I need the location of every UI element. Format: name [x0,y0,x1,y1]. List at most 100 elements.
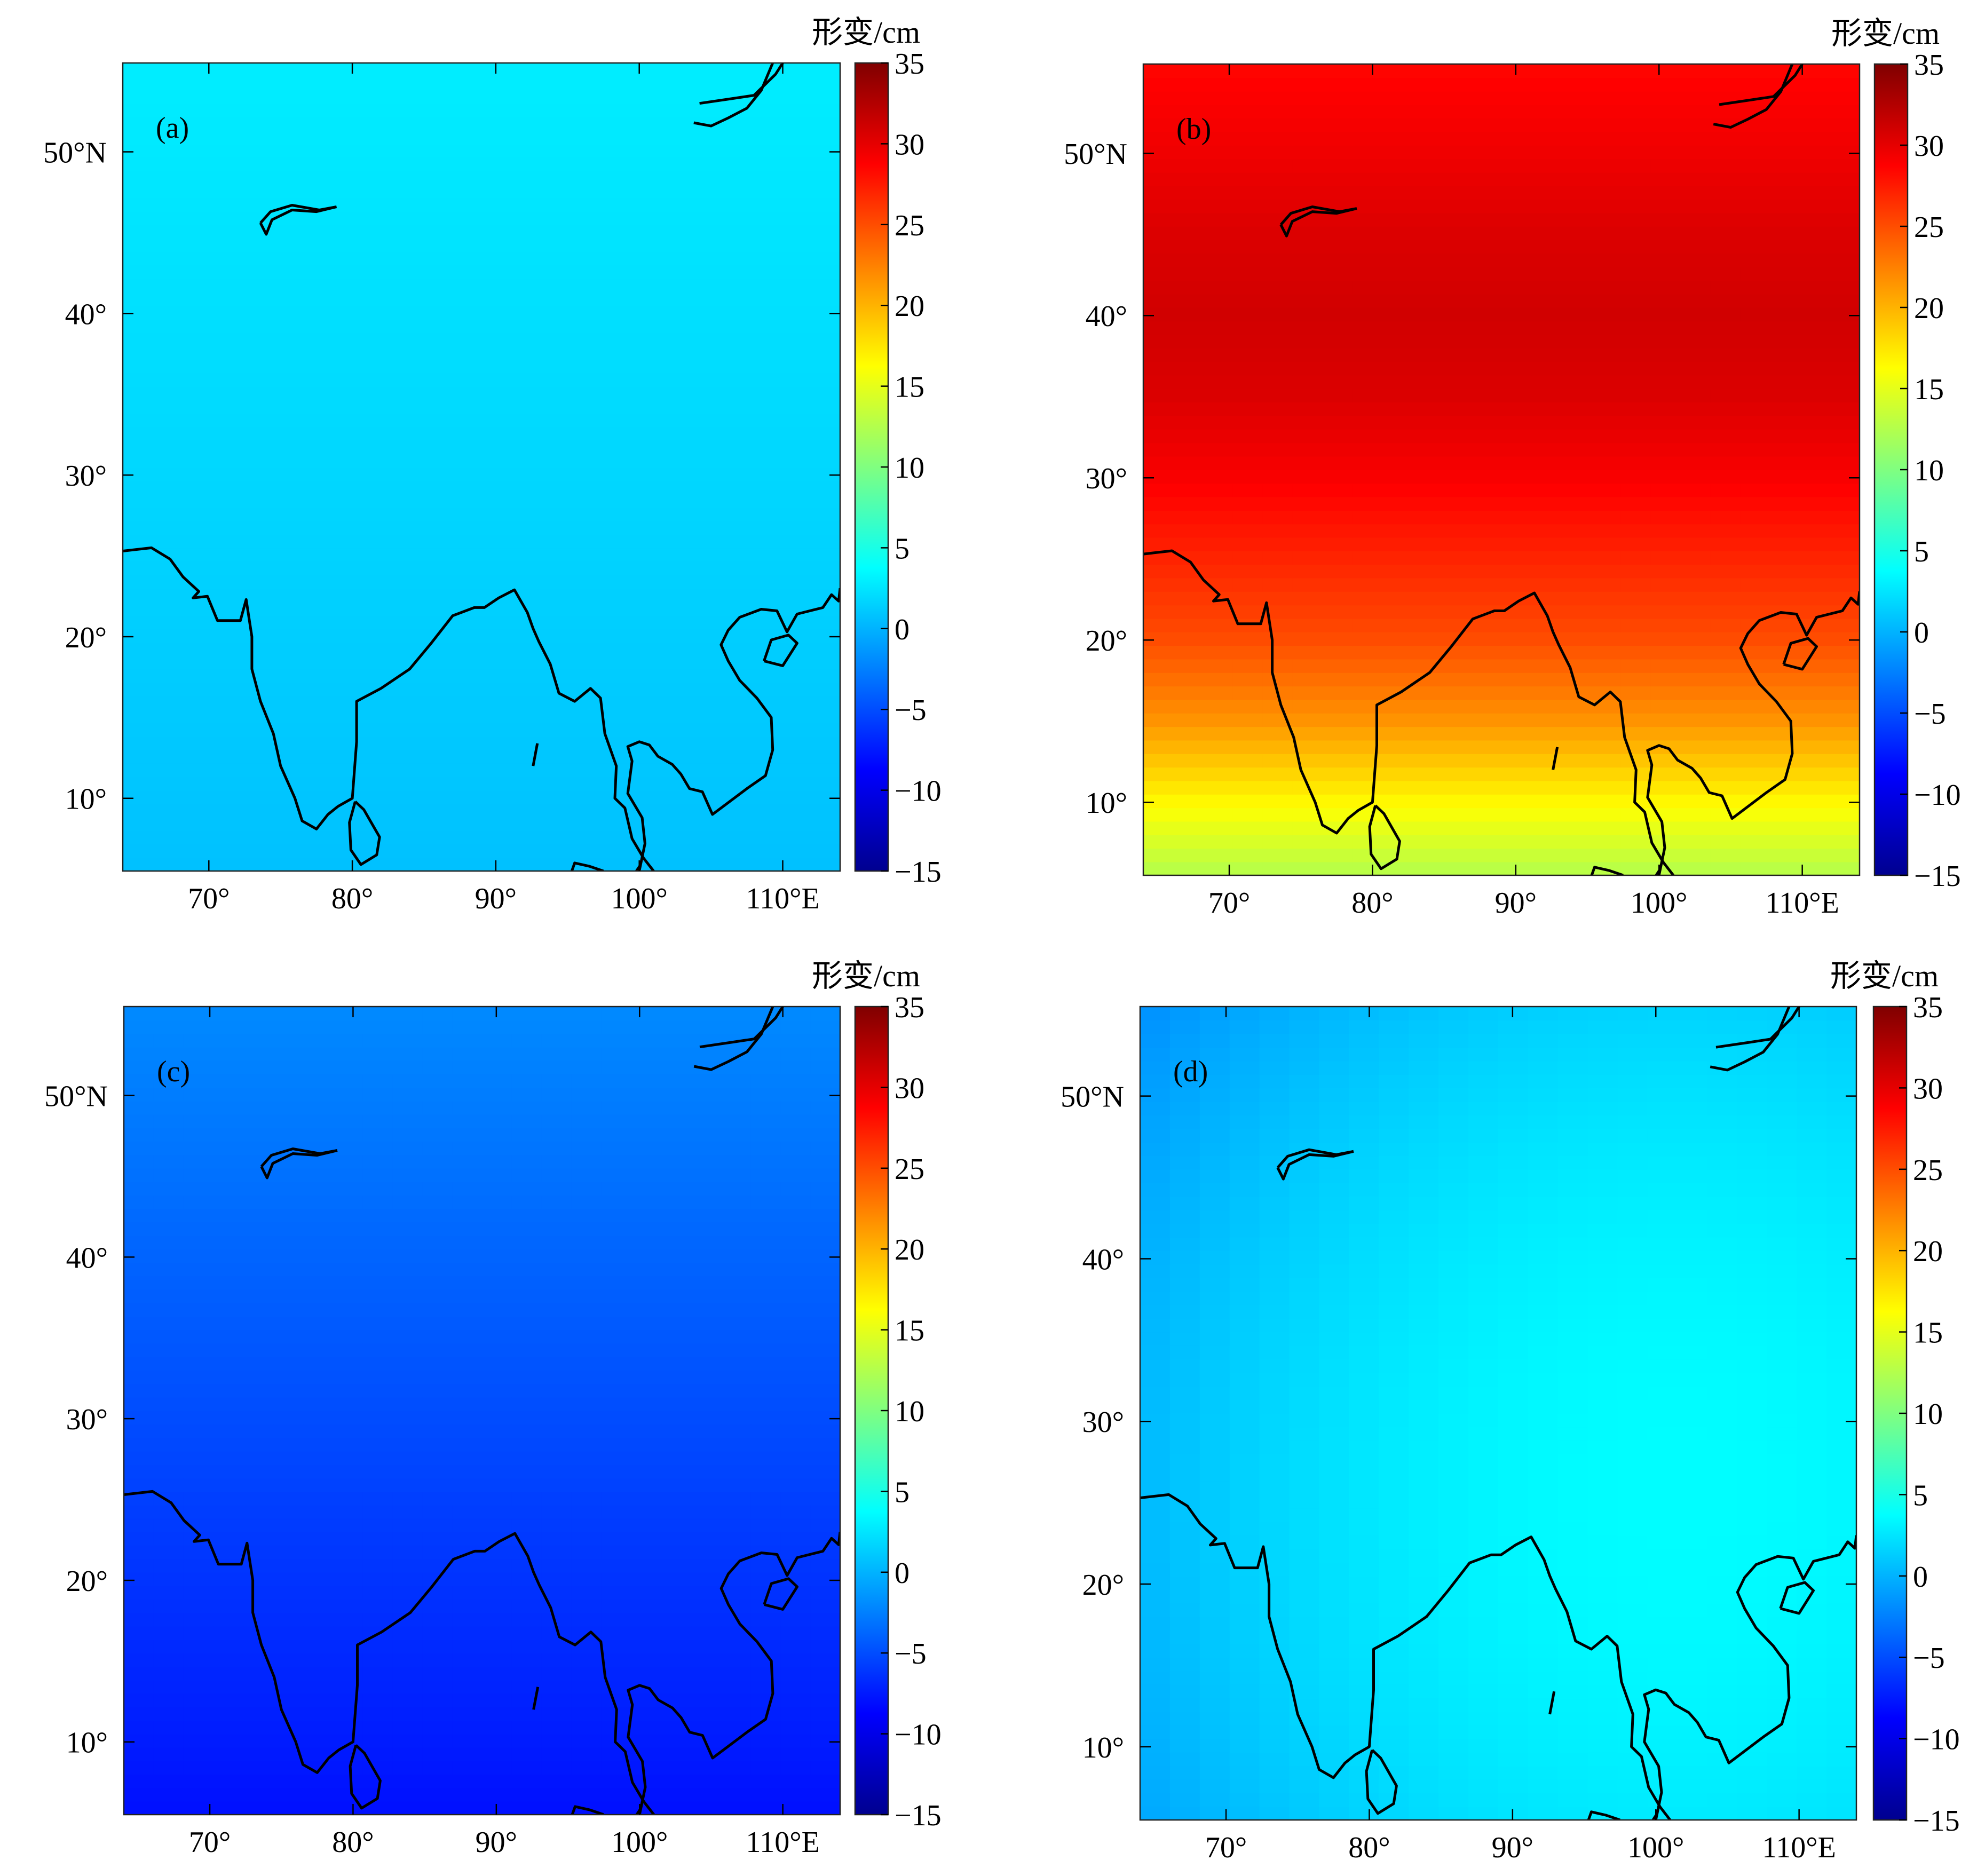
heatmap-cell [1259,1698,1290,1712]
heatmap-cell [452,224,482,239]
heatmap-cell [1382,551,1413,565]
heatmap-cell [631,1195,662,1209]
heatmap-cell [124,1329,154,1344]
heatmap-cell [1173,740,1204,754]
heatmap-cell [422,803,452,818]
heatmap-cell [1472,564,1502,579]
heatmap-cell [332,305,362,320]
heatmap-cell [571,319,602,333]
heatmap-cell [362,1195,393,1209]
heatmap-cell [541,1060,572,1074]
heatmap-cell [242,251,273,266]
heatmap-cell [213,1397,244,1411]
heatmap-cell [1382,442,1413,457]
heatmap-cell [1352,389,1383,403]
heatmap-cell [1382,77,1413,92]
heatmap-cell [1680,483,1711,497]
heatmap-cell [601,63,631,77]
heatmap-cell [243,1707,274,1721]
heatmap-cell [541,1411,572,1425]
heatmap-cell [661,1195,692,1209]
heatmap-cell [780,251,811,266]
heatmap-cell [661,1329,692,1344]
heatmap-cell [212,440,243,454]
heatmap-cell [631,278,661,292]
heatmap-cell [153,1074,184,1088]
heatmap-cell [273,1491,304,1506]
heatmap-cell [1173,794,1204,809]
heatmap-cell [1143,456,1174,470]
heatmap-cell [422,844,452,858]
heatmap-cell [691,345,721,360]
heatmap-cell [601,1060,632,1074]
heatmap-cell [422,574,452,589]
heatmap-cell [242,749,273,764]
heatmap-cell [1501,267,1532,281]
colorbar-tick-label: 25 [895,1153,924,1186]
heatmap-cell [1143,726,1174,741]
heatmap-cell [302,507,333,521]
heatmap-cell [750,1262,781,1277]
heatmap-cell [1620,77,1651,92]
heatmap-cell [392,1639,423,1653]
heatmap-cell [123,197,153,212]
heatmap-cell [1830,577,1860,592]
heatmap-cell [691,1087,722,1102]
heatmap-cell [1501,456,1532,470]
heatmap-cell [243,1586,274,1600]
heatmap-cell [1319,1711,1350,1725]
heatmap-cell [750,116,781,131]
heatmap-cell [541,1168,572,1182]
heatmap-cell [691,144,721,158]
heatmap-cell [1830,145,1860,160]
heatmap-cell [1143,375,1174,389]
heatmap-cell [273,1451,304,1465]
heatmap-cell [332,278,362,292]
heatmap-cell [1740,524,1771,538]
heatmap-cell [1292,267,1323,281]
heatmap-cell [272,386,303,400]
heatmap-cell [721,359,751,374]
heatmap-cell [571,480,602,495]
x-tick-label: 100° [611,1826,668,1859]
heatmap-cell [183,1101,214,1115]
heatmap-cell [392,1505,423,1519]
heatmap-cell [1677,1576,1708,1590]
heatmap-cell [541,373,572,387]
heatmap-cell [1740,713,1771,727]
heatmap-cell [1528,1711,1559,1725]
heatmap-cell [1140,1793,1171,1807]
heatmap-cell [1501,77,1532,92]
heatmap-cell [1770,131,1800,146]
heatmap-cell [332,103,362,117]
heatmap-cell [1800,375,1830,389]
heatmap-cell [571,1289,602,1303]
heatmap-cell [1650,713,1681,727]
heatmap-cell [601,90,631,104]
heatmap-cell [1472,212,1502,227]
heatmap-cell [123,682,153,696]
heatmap-cell [481,642,512,656]
heatmap-cell [750,1532,781,1546]
heatmap-cell [780,467,811,481]
heatmap-cell [511,184,542,199]
heatmap-cell [153,628,183,643]
panel-b: 70° 80° 90° 100° 110°E50°N40°30°20°10°(b)353… [1064,16,1960,920]
heatmap-cell [1352,605,1383,619]
heatmap-cell [511,130,542,145]
heatmap-cell [810,1586,841,1600]
heatmap-cell [511,1289,542,1303]
heatmap-cell [571,1545,602,1560]
heatmap-cell [273,1653,304,1667]
heatmap-cell [810,467,841,481]
heatmap-cell [302,467,333,481]
heatmap-cell [1710,307,1741,322]
heatmap-cell [242,480,273,495]
heatmap-cell [212,130,243,145]
heatmap-cell [392,1114,423,1128]
heatmap-cell [721,291,751,306]
heatmap-cell [422,763,452,778]
heatmap-cell [1140,1738,1171,1753]
heatmap-cell [1620,253,1651,267]
heatmap-cell [1620,686,1651,700]
